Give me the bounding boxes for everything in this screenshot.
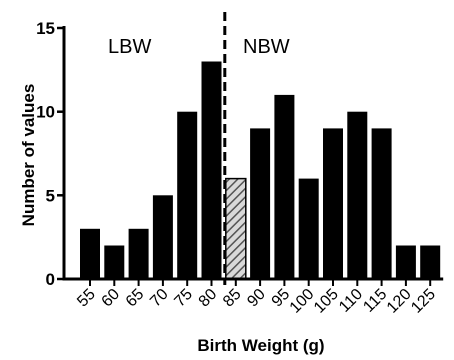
y-tick-label-0: 0 [46, 270, 55, 289]
x-tick-label-105: 105 [311, 286, 342, 317]
bar-70 [152, 195, 173, 279]
bar-65 [128, 228, 149, 279]
bar-120 [395, 245, 416, 279]
y-tick-label-15: 15 [36, 19, 55, 38]
x-tick-label-70: 70 [147, 286, 172, 311]
x-tick-label-125: 125 [408, 286, 439, 317]
bar-105 [323, 128, 343, 279]
bar-60 [104, 245, 125, 279]
x-tick-label-75: 75 [171, 286, 196, 311]
x-tick-label-85: 85 [220, 286, 245, 311]
bar-100 [298, 178, 319, 279]
x-tick-label-120: 120 [384, 286, 415, 317]
x-tick-label-90: 90 [244, 286, 269, 311]
x-axis-title: Birth Weight (g) [197, 336, 324, 355]
bar-85 [225, 177, 247, 280]
x-tick-label-55: 55 [74, 286, 99, 311]
bar-75 [177, 111, 198, 279]
bar-80 [201, 61, 222, 279]
x-tick-label-110: 110 [336, 286, 366, 316]
x-tick-label-65: 65 [123, 286, 148, 311]
bar-90 [250, 128, 271, 279]
y-axis-title: Number of values [19, 84, 38, 227]
labels-layer: LBW NBW Birth Weight (g) Number of value… [19, 36, 325, 355]
bars-layer [80, 61, 441, 280]
lbw-region-label: LBW [108, 36, 151, 58]
y-tick-label-10: 10 [36, 103, 55, 122]
nbw-region-label: NBW [243, 36, 290, 58]
bar-110 [347, 111, 368, 279]
bar-95 [274, 94, 295, 280]
bar-125 [420, 245, 441, 279]
x-tick-label-60: 60 [99, 286, 124, 311]
x-tick-label-80: 80 [196, 286, 221, 311]
bar-55 [80, 228, 100, 279]
x-tick-label-115: 115 [360, 286, 390, 316]
y-tick-label-5: 5 [46, 186, 55, 205]
x-tick-label-100: 100 [287, 286, 318, 317]
bar-115 [371, 128, 392, 279]
